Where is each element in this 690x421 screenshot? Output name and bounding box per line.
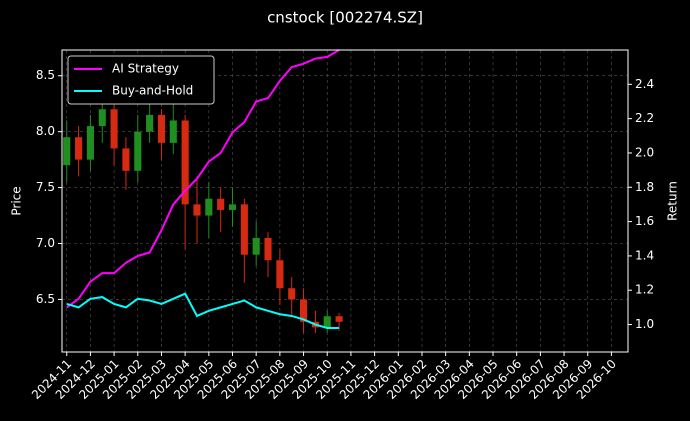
- candle-body: [146, 114, 154, 132]
- y-tick-label: 7.0: [36, 236, 55, 250]
- candle-body: [134, 131, 142, 171]
- candle-body: [300, 299, 308, 322]
- series-line: [66, 292, 340, 329]
- y-axis-label: Price: [10, 186, 24, 215]
- candle-body: [288, 288, 296, 300]
- y2-axis-label: Return: [666, 181, 680, 221]
- chart-title: cnstock [002274.SZ]: [267, 9, 423, 27]
- y2-tick-label: 1.4: [635, 248, 654, 262]
- candle-body: [98, 109, 106, 127]
- candle-body: [335, 316, 343, 322]
- candle-body: [205, 198, 213, 216]
- plot-frame: [61, 49, 629, 353]
- candle-body: [75, 137, 83, 160]
- candle-body: [86, 126, 94, 160]
- candle-body: [181, 120, 189, 205]
- legend-box: [67, 55, 215, 105]
- y-tick-label: 8.0: [36, 124, 55, 138]
- y2-tick-label: 1.2: [635, 283, 654, 297]
- y2-tick-label: 2.0: [635, 145, 654, 159]
- candle-body: [63, 137, 71, 166]
- legend-label: AI Strategy: [112, 62, 179, 76]
- y-tick-label: 6.5: [36, 292, 55, 306]
- candle-body: [252, 237, 260, 255]
- candle-body: [228, 204, 237, 210]
- candle-body: [193, 204, 201, 216]
- y2-tick-label: 1.6: [635, 214, 654, 228]
- y-tick-label: 7.5: [36, 180, 55, 194]
- series-line: [66, 49, 340, 309]
- candle-body: [217, 198, 225, 210]
- candle-body: [169, 120, 177, 143]
- y-tick-label: 8.5: [36, 68, 55, 82]
- candle-body: [110, 109, 118, 149]
- candle-body: [323, 316, 331, 328]
- candle-body: [240, 204, 248, 255]
- y2-tick-label: 1.0: [635, 317, 654, 331]
- y2-tick-label: 1.8: [635, 180, 654, 194]
- candle-body: [276, 260, 284, 289]
- candle-body: [157, 114, 166, 143]
- candle-body: [122, 148, 130, 171]
- legend-label: Buy-and-Hold: [112, 84, 193, 98]
- y2-tick-label: 2.4: [635, 77, 654, 91]
- y2-tick-label: 2.2: [635, 111, 654, 125]
- candle-body: [264, 237, 272, 261]
